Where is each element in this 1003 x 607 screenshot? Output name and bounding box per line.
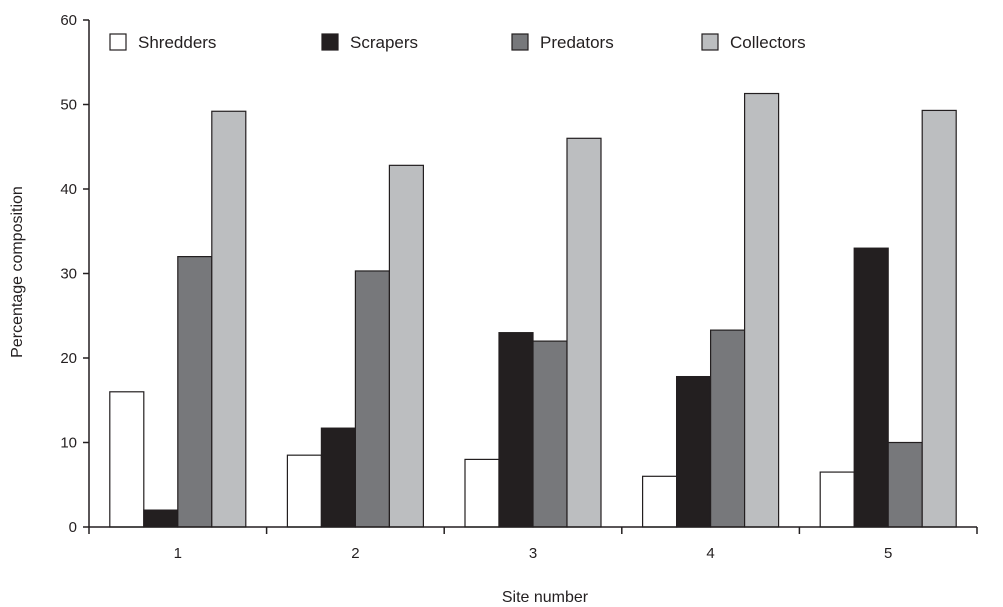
- y-tick-label: 20: [60, 350, 77, 367]
- bar-shredders-site-2: [286, 454, 322, 528]
- bar-predators-site-1: [177, 256, 213, 528]
- x-tick-label: 3: [529, 545, 537, 562]
- legend-label-collectors: Collectors: [730, 33, 806, 52]
- bar-predators-site-4: [709, 329, 746, 528]
- bar-collectors-site-3: [566, 137, 602, 528]
- bar-scrapers-site-5: [853, 247, 889, 528]
- legend-swatch-collectors: [701, 33, 719, 51]
- legend: Shredders Scrapers Predators Collectors: [109, 33, 806, 52]
- bar-shredders-site-1: [109, 391, 145, 528]
- y-axis-title: Percentage composition: [9, 186, 26, 358]
- x-axis-title: Site number: [502, 589, 589, 606]
- bar-shredders-site-5: [819, 471, 855, 528]
- legend-label-shredders: Shredders: [138, 33, 216, 52]
- y-tick-label: 60: [60, 12, 77, 29]
- bar-predators-site-2: [354, 270, 390, 528]
- bar-collectors-site-5: [921, 109, 957, 528]
- legend-swatch-predators: [511, 33, 529, 51]
- bars: [109, 92, 957, 528]
- x-tick-label: 1: [174, 545, 182, 562]
- y-tick-label: 10: [60, 435, 77, 452]
- y-tick-label: 30: [60, 266, 77, 283]
- bar-scrapers-site-1: [143, 509, 179, 528]
- bar-scrapers-site-2: [320, 427, 356, 528]
- bar-collectors-site-1: [211, 110, 247, 528]
- bar-predators-site-3: [532, 340, 568, 528]
- x-tick-label: 4: [706, 545, 714, 562]
- bar-shredders-site-3: [464, 458, 500, 528]
- y-tick-label: 40: [60, 181, 77, 198]
- x-tick-label: 2: [351, 545, 359, 562]
- y-tick-label: 0: [69, 519, 77, 536]
- bar-predators-site-5: [887, 441, 923, 528]
- legend-swatch-shredders: [109, 33, 127, 51]
- y-tick-label: 50: [60, 97, 77, 114]
- axes: 0 10 20 30 40 50 60 1 2 3 4 5: [60, 12, 978, 562]
- bar-scrapers-site-3: [498, 332, 534, 528]
- bar-collectors-site-4: [743, 92, 780, 528]
- bar-shredders-site-4: [641, 475, 678, 528]
- x-tick-label: 5: [884, 545, 892, 562]
- bar-scrapers-site-4: [675, 375, 712, 528]
- bar-collectors-site-2: [388, 164, 424, 528]
- legend-swatch-scrapers: [321, 33, 339, 51]
- legend-label-predators: Predators: [540, 33, 614, 52]
- legend-label-scrapers: Scrapers: [350, 33, 418, 52]
